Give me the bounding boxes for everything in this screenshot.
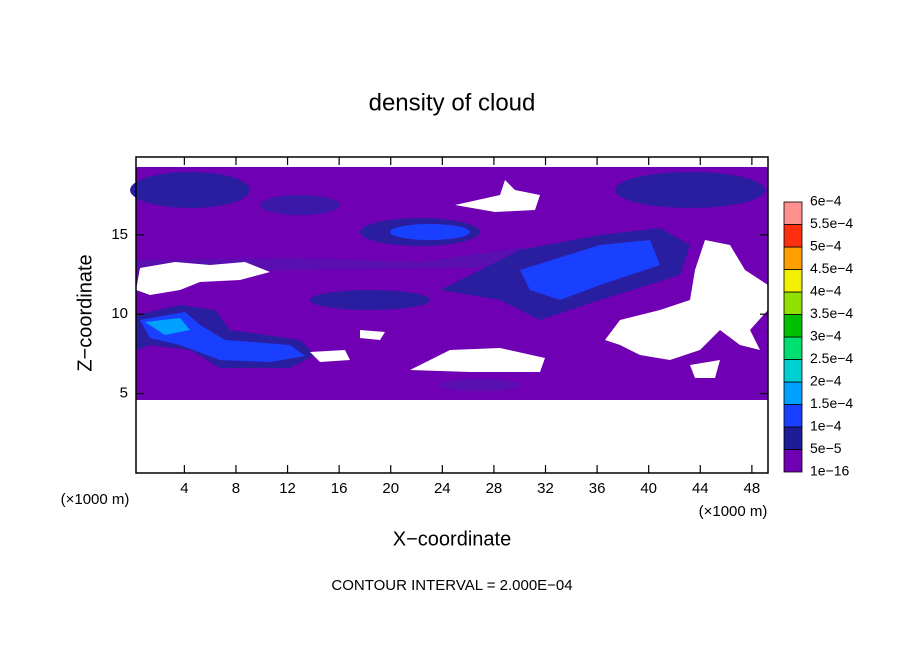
colorbar-label: 4.5e−4 <box>810 260 853 276</box>
field-empty <box>136 157 768 167</box>
colorbar-swatch <box>783 291 803 315</box>
x-tick-label: 16 <box>331 480 348 497</box>
colorbar-swatch <box>783 336 803 360</box>
colorbar-label: 2.5e−4 <box>810 350 853 366</box>
colorbar-label: 5.5e−4 <box>810 215 853 231</box>
y-unit-label: (×1000 m) <box>61 491 130 508</box>
colorbar-swatch <box>783 426 803 450</box>
field-empty <box>310 350 350 362</box>
chart-title: density of cloud <box>369 89 536 116</box>
x-tick-label: 24 <box>434 480 451 497</box>
colorbar-label: 5e−5 <box>810 440 842 456</box>
field-blob <box>145 318 190 335</box>
colorbar-swatch <box>783 381 803 405</box>
field-blob <box>310 290 430 310</box>
x-tick-label: 48 <box>744 480 761 497</box>
x-tick-label: 4 <box>180 480 188 497</box>
x-tick-label: 28 <box>486 480 503 497</box>
field-blob <box>615 172 765 208</box>
x-unit-label: (×1000 m) <box>699 503 768 520</box>
y-tick-label: 10 <box>111 305 128 322</box>
x-tick-label: 36 <box>589 480 606 497</box>
x-axis-label: X−coordinate <box>393 528 511 550</box>
x-tick-label: 40 <box>640 480 657 497</box>
field-empty <box>136 262 270 295</box>
colorbar-label: 2e−4 <box>810 373 842 389</box>
colorbar-label: 1e−16 <box>810 463 850 479</box>
field-empty <box>690 360 720 378</box>
colorbar-swatch <box>783 201 803 225</box>
y-tick-label: 15 <box>111 226 128 243</box>
colorbar-swatch <box>783 224 803 248</box>
colorbar-swatch <box>783 246 803 270</box>
field-blob <box>520 240 660 300</box>
field-empty <box>360 330 385 340</box>
field-blob <box>260 195 340 215</box>
field-empty <box>605 240 768 360</box>
colorbar-label: 3e−4 <box>810 328 842 344</box>
field-empty <box>455 180 540 212</box>
colorbar-label: 3.5e−4 <box>810 305 853 321</box>
colorbar-label: 1.5e−4 <box>810 395 853 411</box>
contour-field <box>130 157 768 473</box>
x-tick-label: 12 <box>279 480 296 497</box>
x-tick-label: 8 <box>232 480 240 497</box>
colorbar-label: 5e−4 <box>810 238 842 254</box>
colorbar-label: 1e−4 <box>810 418 842 434</box>
x-tick-label: 20 <box>382 480 399 497</box>
footnote: CONTOUR INTERVAL = 2.000E−04 <box>331 577 572 594</box>
y-tick-label: 5 <box>120 385 128 402</box>
field-blob <box>130 172 250 208</box>
x-tick-label: 32 <box>537 480 554 497</box>
colorbar-swatch <box>783 269 803 293</box>
field-empty <box>136 400 768 473</box>
y-axis-label: Z−coordinate <box>74 254 96 371</box>
plot-frame <box>135 156 769 474</box>
colorbar-label: 6e−4 <box>810 193 842 209</box>
field-blob <box>440 379 520 391</box>
field-blob <box>390 224 470 240</box>
colorbar-swatch <box>783 359 803 383</box>
x-tick-label: 44 <box>692 480 709 497</box>
colorbar-label: 4e−4 <box>810 283 842 299</box>
colorbar-swatch <box>783 449 803 473</box>
field-empty <box>410 348 545 372</box>
colorbar-swatch <box>783 404 803 428</box>
colorbar-swatch <box>783 314 803 338</box>
